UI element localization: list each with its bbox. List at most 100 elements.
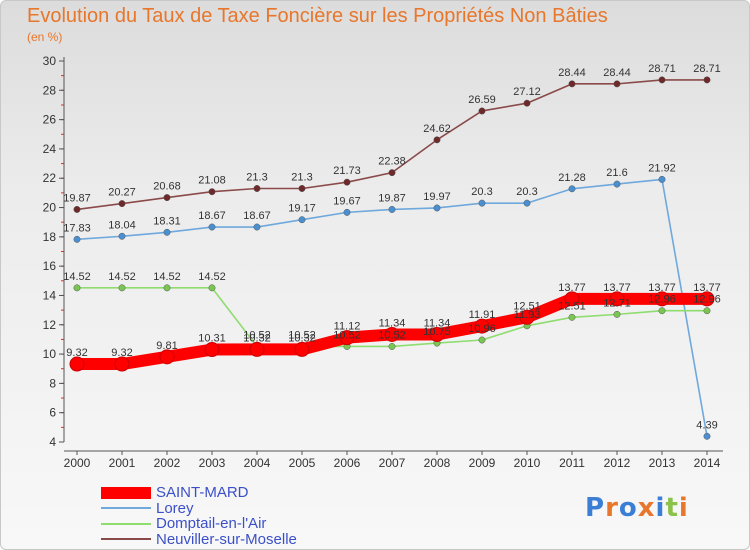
chart-title: Evolution du Taux de Taxe Foncière sur l… xyxy=(27,5,608,27)
data-point-0-1 xyxy=(114,356,130,372)
data-point-1-0 xyxy=(73,235,81,243)
data-label-1-13: 21.92 xyxy=(648,162,676,174)
data-point-1-14 xyxy=(703,432,711,440)
data-point-0-5 xyxy=(294,341,310,357)
data-point-1-10 xyxy=(523,199,531,207)
data-point-2-2 xyxy=(163,284,171,292)
x-tick-label: 2014 xyxy=(694,456,721,470)
data-label-0-3: 10.31 xyxy=(198,333,226,345)
legend-item-lorey: Lorey xyxy=(101,501,297,517)
data-label-1-10: 20.3 xyxy=(516,186,537,198)
data-label-3-12: 28.44 xyxy=(603,67,631,79)
data-point-3-13 xyxy=(658,76,666,84)
data-label-0-10: 12.51 xyxy=(513,300,541,312)
data-point-3-9 xyxy=(478,107,486,115)
data-point-1-4 xyxy=(253,223,261,231)
x-tick-label: 2006 xyxy=(334,456,361,470)
data-label-3-7: 22.38 xyxy=(378,156,406,168)
chart-subtitle: (en %) xyxy=(27,30,63,44)
data-label-1-12: 21.6 xyxy=(606,167,627,179)
legend-label-lorey: Lorey xyxy=(156,499,194,517)
y-tick-label: 26 xyxy=(43,113,57,127)
data-point-1-7 xyxy=(388,205,396,213)
series-layer xyxy=(69,76,715,440)
data-label-2-0: 14.52 xyxy=(63,271,91,283)
data-point-0-13 xyxy=(654,291,670,307)
data-label-1-8: 19.97 xyxy=(423,191,451,203)
data-label-3-1: 20.27 xyxy=(108,187,136,199)
data-label-2-3: 14.52 xyxy=(198,271,226,283)
x-tick-label: 2007 xyxy=(379,456,406,470)
data-point-0-14 xyxy=(699,291,715,307)
data-label-0-9: 11.91 xyxy=(469,309,496,321)
data-point-3-7 xyxy=(388,169,396,177)
legend-item-saint-mard: SAINT-MARD xyxy=(101,485,297,501)
y-tick-label: 8 xyxy=(49,376,56,390)
data-point-2-11 xyxy=(568,313,576,321)
data-label-2-13: 12.96 xyxy=(648,294,676,306)
y-tick-label: 16 xyxy=(43,259,57,273)
data-point-2-13 xyxy=(658,307,666,315)
data-label-0-13: 13.77 xyxy=(648,282,676,294)
data-point-2-0 xyxy=(73,284,81,292)
data-label-0-7: 11.34 xyxy=(379,317,406,329)
y-tick-label: 18 xyxy=(43,230,57,244)
axes: 4 6 8 10 12 14 16 18 20 22 24 26 28 30 2000 2001 2002 200… xyxy=(43,54,723,470)
data-point-1-13 xyxy=(658,175,666,183)
x-tick-label: 2005 xyxy=(289,456,316,470)
legend-swatch-saint-mard xyxy=(101,486,151,499)
proxiti-logo: Proxiti xyxy=(585,493,689,523)
data-point-3-10 xyxy=(523,99,531,107)
data-label-0-4: 10.32 xyxy=(243,332,271,344)
legend-swatch-lorey xyxy=(101,507,151,510)
data-label-1-9: 20.3 xyxy=(471,186,492,198)
data-point-0-6 xyxy=(339,330,355,346)
data-point-3-3 xyxy=(208,188,216,196)
data-point-3-1 xyxy=(118,200,126,208)
x-tick-label: 2003 xyxy=(199,456,226,470)
data-label-2-14: 12.96 xyxy=(693,294,721,306)
data-label-2-9: 10.96 xyxy=(468,323,496,335)
data-point-1-5 xyxy=(298,216,306,224)
data-point-3-2 xyxy=(163,194,171,202)
y-tick-label: 4 xyxy=(49,435,56,449)
data-point-3-11 xyxy=(568,80,576,88)
data-label-2-10: 11.93 xyxy=(514,309,541,321)
data-label-2-12: 12.71 xyxy=(603,297,631,309)
data-label-3-9: 26.59 xyxy=(468,94,496,106)
y-tick-label: 30 xyxy=(43,54,57,68)
data-point-1-8 xyxy=(433,204,441,212)
legend: SAINT-MARD Lorey Domptail-en-l'Air Neuvi… xyxy=(101,485,297,547)
data-label-2-5: 10.52 xyxy=(288,329,316,341)
data-label-0-6: 11.12 xyxy=(334,321,361,333)
legend-label-neuviller: Neuviller-sur-Moselle xyxy=(156,530,297,548)
x-tick-label: 2011 xyxy=(559,456,585,470)
data-label-3-2: 20.68 xyxy=(153,181,181,193)
legend-label-saint-mard: SAINT-MARD xyxy=(156,484,249,502)
data-point-0-8 xyxy=(429,326,445,342)
data-label-3-0: 19.87 xyxy=(63,192,91,204)
y-tick-label: 22 xyxy=(43,171,57,185)
x-tick-label: 2004 xyxy=(244,456,271,470)
data-point-2-12 xyxy=(613,310,621,318)
data-point-2-3 xyxy=(208,284,216,292)
data-label-3-4: 21.3 xyxy=(246,171,267,183)
x-tick-label: 2001 xyxy=(109,456,136,470)
data-point-2-9 xyxy=(478,336,486,344)
data-label-3-8: 24.62 xyxy=(423,123,451,135)
data-point-3-14 xyxy=(703,76,711,84)
data-label-2-1: 14.52 xyxy=(108,271,136,283)
legend-label-domptail: Domptail-en-l'Air xyxy=(156,515,267,533)
data-label-1-11: 21.28 xyxy=(558,172,586,184)
data-label-3-5: 21.3 xyxy=(291,171,312,183)
data-label-2-8: 10.75 xyxy=(423,326,451,338)
data-point-0-4 xyxy=(249,341,265,357)
data-label-0-8: 11.34 xyxy=(424,317,451,329)
y-tick-label: 14 xyxy=(43,288,57,302)
data-label-3-6: 21.73 xyxy=(333,165,361,177)
data-label-2-4: 10.52 xyxy=(243,329,271,341)
x-tick-label: 2013 xyxy=(649,456,676,470)
data-point-2-14 xyxy=(703,307,711,315)
